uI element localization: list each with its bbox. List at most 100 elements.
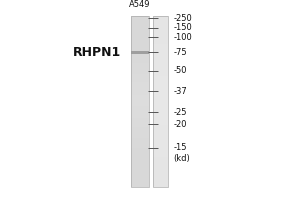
Bar	[153, 182, 168, 184]
Bar	[130, 118, 148, 120]
Bar	[130, 120, 148, 123]
Bar	[130, 86, 148, 89]
Text: -50: -50	[173, 66, 187, 75]
Bar	[153, 90, 168, 93]
Bar	[153, 150, 168, 152]
Bar	[153, 152, 168, 155]
Bar	[153, 16, 168, 187]
Bar	[130, 80, 148, 82]
Bar	[153, 107, 168, 110]
Bar	[153, 156, 168, 159]
Bar	[130, 16, 148, 18]
Bar	[130, 88, 148, 91]
Bar	[153, 167, 168, 169]
Bar	[153, 120, 168, 123]
Bar	[130, 82, 148, 84]
Bar	[130, 43, 148, 46]
Bar	[153, 86, 168, 89]
Bar	[153, 122, 168, 125]
Bar	[130, 163, 148, 165]
Bar	[130, 60, 148, 63]
Text: (kd): (kd)	[173, 154, 190, 163]
Bar	[153, 65, 168, 67]
Text: RHPN1: RHPN1	[73, 46, 122, 59]
Bar	[130, 171, 148, 174]
Bar	[130, 105, 148, 108]
Bar	[153, 75, 168, 78]
Text: A549: A549	[129, 0, 150, 9]
Bar	[153, 97, 168, 99]
Bar	[153, 37, 168, 40]
Bar	[153, 124, 168, 127]
Bar	[130, 144, 148, 146]
Bar	[130, 116, 148, 118]
Bar	[130, 52, 148, 54]
Bar	[130, 39, 148, 42]
Text: -150: -150	[173, 23, 192, 32]
Bar	[153, 73, 168, 76]
Bar	[153, 163, 168, 165]
Bar	[130, 126, 148, 129]
Bar	[153, 67, 168, 69]
Bar	[130, 50, 148, 52]
Bar	[130, 169, 148, 172]
Bar	[130, 133, 148, 135]
Bar	[153, 92, 168, 95]
Text: -37: -37	[173, 87, 187, 96]
Bar	[153, 95, 168, 97]
Bar	[130, 56, 148, 59]
Bar	[130, 97, 148, 99]
Bar	[153, 141, 168, 144]
Bar	[130, 78, 148, 80]
Bar	[153, 63, 168, 65]
Bar	[153, 165, 168, 167]
Bar	[153, 101, 168, 103]
Bar	[130, 156, 148, 159]
Bar	[130, 67, 148, 69]
Bar	[153, 126, 168, 129]
Bar	[130, 135, 148, 138]
Bar	[153, 105, 168, 108]
Bar	[153, 180, 168, 182]
Bar	[130, 35, 148, 37]
Text: -250: -250	[173, 14, 192, 23]
Bar	[130, 90, 148, 93]
Bar	[130, 148, 148, 150]
Bar	[130, 158, 148, 161]
Bar	[130, 71, 148, 74]
Bar	[153, 50, 168, 52]
Bar	[153, 18, 168, 20]
Bar	[130, 99, 148, 101]
Bar	[130, 112, 148, 114]
Bar	[153, 84, 168, 86]
Bar	[153, 99, 168, 101]
Bar	[130, 165, 148, 167]
Bar	[130, 150, 148, 152]
Bar	[130, 54, 148, 57]
Bar	[130, 109, 148, 112]
Bar	[153, 184, 168, 187]
Bar	[153, 60, 168, 63]
Bar	[130, 167, 148, 169]
Bar	[130, 137, 148, 140]
Bar	[130, 84, 148, 86]
Bar	[153, 35, 168, 37]
Bar	[130, 63, 148, 65]
Bar	[130, 95, 148, 97]
Bar	[153, 146, 168, 148]
Bar	[153, 69, 168, 72]
Bar	[153, 144, 168, 146]
Bar	[130, 122, 148, 125]
Bar	[130, 146, 148, 148]
Bar	[153, 78, 168, 80]
Bar	[130, 73, 148, 76]
Bar	[130, 20, 148, 23]
Bar	[153, 148, 168, 150]
Bar	[153, 173, 168, 176]
Bar	[153, 71, 168, 74]
Bar	[130, 22, 148, 25]
Bar	[130, 46, 148, 48]
Bar	[130, 175, 148, 178]
Bar	[153, 169, 168, 172]
Bar	[130, 152, 148, 155]
